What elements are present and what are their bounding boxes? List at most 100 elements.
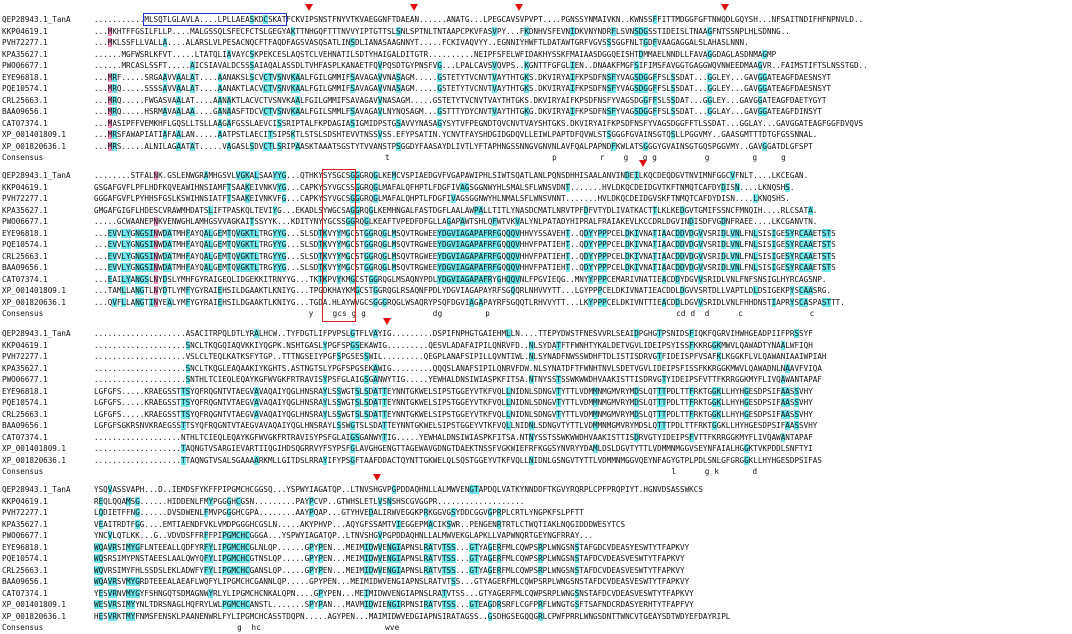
sequence-residues: ...MASIPFFVEMKHFLGQSLLTSLLAAGAFGSSLAEVCI… bbox=[94, 118, 864, 128]
sequence-residues: ...MRSFAWAPIATIAFAALAN.....AATPSTLAECITS… bbox=[94, 130, 818, 139]
sequence-residues: ...MRQ.....FWGASVAALAT....AANAKTLACVCTVS… bbox=[94, 95, 827, 105]
sequence-residues: ......MRCASLSSFT.....AICSIAVALDCSSSAIAQA… bbox=[94, 61, 868, 70]
sequence-name: QEP28943.1_TanA bbox=[2, 171, 71, 180]
sequence-residues: ...MRS.....ALNILAGAATAT.....VAGASLSDVCTL… bbox=[94, 141, 813, 151]
sequence-name: PQE10574.1 bbox=[2, 240, 48, 249]
sequence-name: PVH72277.1 bbox=[2, 38, 48, 47]
sequence-residues: YNCVLQTLKK...G..VDVDSFFRFFPIPGMCHCGGGA..… bbox=[94, 531, 594, 540]
consensus-residues: g hc wve bbox=[94, 623, 400, 632]
consensus-residues: l g k d bbox=[94, 467, 758, 476]
sequence-name: XP_001820636.1 bbox=[2, 297, 67, 307]
sequence-name: KKP04619.1 bbox=[2, 182, 48, 192]
sequence-name: PWO06677.1 bbox=[2, 531, 48, 540]
sequence-name: CAT07374.1 bbox=[2, 588, 48, 598]
consensus-residues: t p r g g g g g g bbox=[94, 153, 786, 162]
signal-peptide-box bbox=[143, 13, 288, 26]
sequence-residues: GSGAFGVFLPFLHDFKQVEAWIHNSIAMFTSAAKEIVNKV… bbox=[94, 182, 795, 192]
consensus-label: Consensus bbox=[2, 467, 44, 476]
sequence-name: XP_001401809.1 bbox=[2, 600, 67, 609]
sequence-residues: ...EVVLYGNGSINWDATMHFAYQALGEMTQVGKTLTRGY… bbox=[94, 228, 836, 238]
sequence-name: KPA35627.1 bbox=[2, 519, 48, 529]
sequence-name: XP_001820636.1 bbox=[2, 455, 67, 465]
sequence-residues: ....................SNCLTKQGQIAQVKKIYQGP… bbox=[94, 340, 813, 350]
sequence-name: PWO06677.1 bbox=[2, 375, 48, 384]
sequence-residues: LGFGFS.....KRAEGSSTTSYQFRQGNTVTAEGVAVAQA… bbox=[94, 398, 813, 407]
sequence-residues: WQSRSIMYPNSTAEESLAALQWYQFYLIPGMCHCGTNSLQ… bbox=[94, 554, 685, 563]
sequence-residues: ....................SNCLTKQGLEAQAAKIYKGH… bbox=[94, 363, 822, 373]
sequence-residues: ...........MLSQTLGLAVLA....LPLLAEASKDCSK… bbox=[94, 15, 864, 24]
sequence-residues: ...MRQ.....HSRMAVAALAA....GANAASFTDCVCTV… bbox=[94, 107, 822, 116]
sequence-name: KKP04619.1 bbox=[2, 26, 48, 36]
sequence-residues: ......MGFWSRLKFVT.....LTATQLIAVAYCSKPEKC… bbox=[94, 49, 777, 59]
sequence-residues: ...MKHTFFGSILFLLP....MALGSSQLSFECFCTSLGE… bbox=[94, 26, 790, 36]
sequence-residues: WQAVRSVMYGRDTEEEALAEAFLWQFYLIPGMCHCGANNL… bbox=[94, 577, 690, 586]
sequence-residues: LGFGFS.....KRAEGSSTTSYQFRQGNTVTAEGVAVAQA… bbox=[94, 409, 813, 419]
gcsgg-motif-box bbox=[322, 169, 357, 322]
sequence-residues: ...TAMLLANGTLNYDTLYMFYGYRAIEHSILDGAAKTLK… bbox=[94, 286, 832, 295]
sequence-residues: WQAVRSIMYGFLNTEEALLQDFYRFYLIPGMCHCGLNLQP… bbox=[94, 542, 690, 552]
sequence-residues: ...MRQ.....SSSSAVVAALAT....AANAKTLACVCTV… bbox=[94, 84, 832, 93]
sequence-name: CAT07374.1 bbox=[2, 274, 48, 284]
sequence-residues: HESVRKTMYFNMSFENSKLPAANENWRLFYLIPGMCHCAS… bbox=[94, 611, 731, 621]
sequence-residues: ...EVVLYGNGSINWDATMHFAYQALGEMTQVGKTLTRGY… bbox=[94, 251, 836, 261]
sequence-residues: ...................TAQNGTVSARGIEVARTIIQG… bbox=[94, 444, 813, 453]
sequence-name: CAT07374.1 bbox=[2, 432, 48, 442]
sequence-residues: ...................NTHLTCIEQLEQAYKGFWVGK… bbox=[94, 432, 813, 442]
sequence-name: QEP28943.1_TanA bbox=[2, 485, 71, 494]
sequence-name: KKP04619.1 bbox=[2, 496, 48, 506]
sequence-residues: ....................SNTHLTCIEQLEQAYKGFWV… bbox=[94, 375, 822, 384]
sequence-residues: WQVRSIMYFHLSSDSLEKLADWFYFYLIPGMCHCGANSLQ… bbox=[94, 565, 685, 575]
sequence-residues: LGFGFSGKRSNVKRAEGSSTTSYQFRQGNTVTAEGVAVAQ… bbox=[94, 421, 818, 430]
sequence-name: PVH72277.1 bbox=[2, 508, 48, 517]
sequence-residues: LGFGFS.....KRAEGSSTTSYQFRQGNTVTAEGVAVAQA… bbox=[94, 386, 813, 396]
sequence-name: CRL25663.1 bbox=[2, 565, 48, 575]
sequence-name: PQE10574.1 bbox=[2, 84, 48, 93]
sequence-residues: ...QVFLLANGTINYEALYMFYGYRAIEHSILDGAAKTLK… bbox=[94, 297, 845, 307]
sequence-name: PWO06677.1 bbox=[2, 217, 48, 226]
sequence-name: BAA09656.1 bbox=[2, 263, 48, 272]
sequence-residues: ....................ASACITRPQLDTLYRALHCW… bbox=[94, 329, 813, 338]
sequence-name: KPA35627.1 bbox=[2, 49, 48, 59]
sequence-name: CRL25663.1 bbox=[2, 95, 48, 105]
consensus-label: Consensus bbox=[2, 309, 44, 318]
sequence-name: PQE10574.1 bbox=[2, 554, 48, 563]
sequence-residues: ....................VSLCLTEQLKATKSFYTGP.… bbox=[94, 352, 827, 361]
sequence-name: PWO06677.1 bbox=[2, 61, 48, 70]
sequence-residues: ...................TTAQNGTVSALSGAAAARKML… bbox=[94, 455, 822, 465]
sequence-name: BAA09656.1 bbox=[2, 107, 48, 116]
sequence-residues: GMGAFGIGFLHDESCVRAWMHDATSLIFTPASKQLTEVIY… bbox=[94, 205, 818, 215]
sequence-name: XP_001820636.1 bbox=[2, 141, 67, 151]
sequence-name: QEP28943.1_TanA bbox=[2, 15, 71, 24]
sequence-residues: WESVRSIMYYNLTDRSNAGLHQFRYLWLPGMCHCANSTL.… bbox=[94, 600, 694, 609]
sequence-residues: GGGAFGVFLPYHHSFGSLKSWIHNSIATFTSAAKEIVNKV… bbox=[94, 194, 790, 203]
sequence-name: EYE96818.1 bbox=[2, 542, 48, 552]
sequence-name: EYE96818.1 bbox=[2, 72, 48, 82]
sequence-residues: ...MRF.....SRGAAVVAALAT....AANAKSLSCVCTV… bbox=[94, 72, 832, 82]
sequence-name: XP_001401809.1 bbox=[2, 130, 67, 139]
sequence-residues: VEAITRDTFGG....EMTIAENDFVKLVMDPGGGHCGSLN… bbox=[94, 519, 626, 529]
sequence-residues: ...EAILYANGSLNYDSLYMHFGYRAIGEQLIDGEKKITR… bbox=[94, 274, 827, 284]
sequence-residues: REQLQQAMSG......HIDDENLFMYPGGGHCGSN.....… bbox=[94, 496, 525, 506]
sequence-name: EYE96818.1 bbox=[2, 386, 48, 396]
consensus-label: Consensus bbox=[2, 623, 44, 632]
sequence-name: KPA35627.1 bbox=[2, 205, 48, 215]
site-marker-icon bbox=[639, 160, 648, 167]
sequence-name: PVH72277.1 bbox=[2, 194, 48, 203]
sequence-residues: ........STFALNK.GSLENWGRAMHGSVLVGKALSAAY… bbox=[94, 171, 809, 180]
consensus-label: Consensus bbox=[2, 153, 44, 162]
sequence-name: PQE10574.1 bbox=[2, 398, 48, 407]
sequence-residues: YESVRNVMYGYFSHNGQTSDMAGNWYRLYLIPGMCHCNKA… bbox=[94, 588, 694, 598]
site-marker-icon bbox=[515, 4, 524, 11]
sequence-name: BAA09656.1 bbox=[2, 577, 48, 586]
sequence-name: XP_001401809.1 bbox=[2, 286, 67, 295]
site-marker-icon bbox=[410, 4, 419, 11]
sequence-name: PVH72277.1 bbox=[2, 352, 48, 361]
sequence-name: BAA09656.1 bbox=[2, 421, 48, 430]
sequence-residues: LQDIETFFNG......DVSDWENLFMVPGGGHCGPA....… bbox=[94, 508, 584, 517]
sequence-residues: .....GCWAANEPNKVENWGHLAMHGSVVAGKAITSSYYK… bbox=[94, 217, 818, 226]
sequence-residues: ...EVVLYGNGSINWDATMHFAYQALGEMTQVGKTLTRGY… bbox=[94, 263, 836, 272]
site-marker-icon bbox=[373, 474, 382, 481]
sequence-residues: YSQVASSVAPH...D..IEMDSFYKFFPIPGMCHCGGSQ.… bbox=[94, 485, 703, 494]
site-marker-icon bbox=[304, 4, 313, 11]
sequence-name: CRL25663.1 bbox=[2, 251, 48, 261]
